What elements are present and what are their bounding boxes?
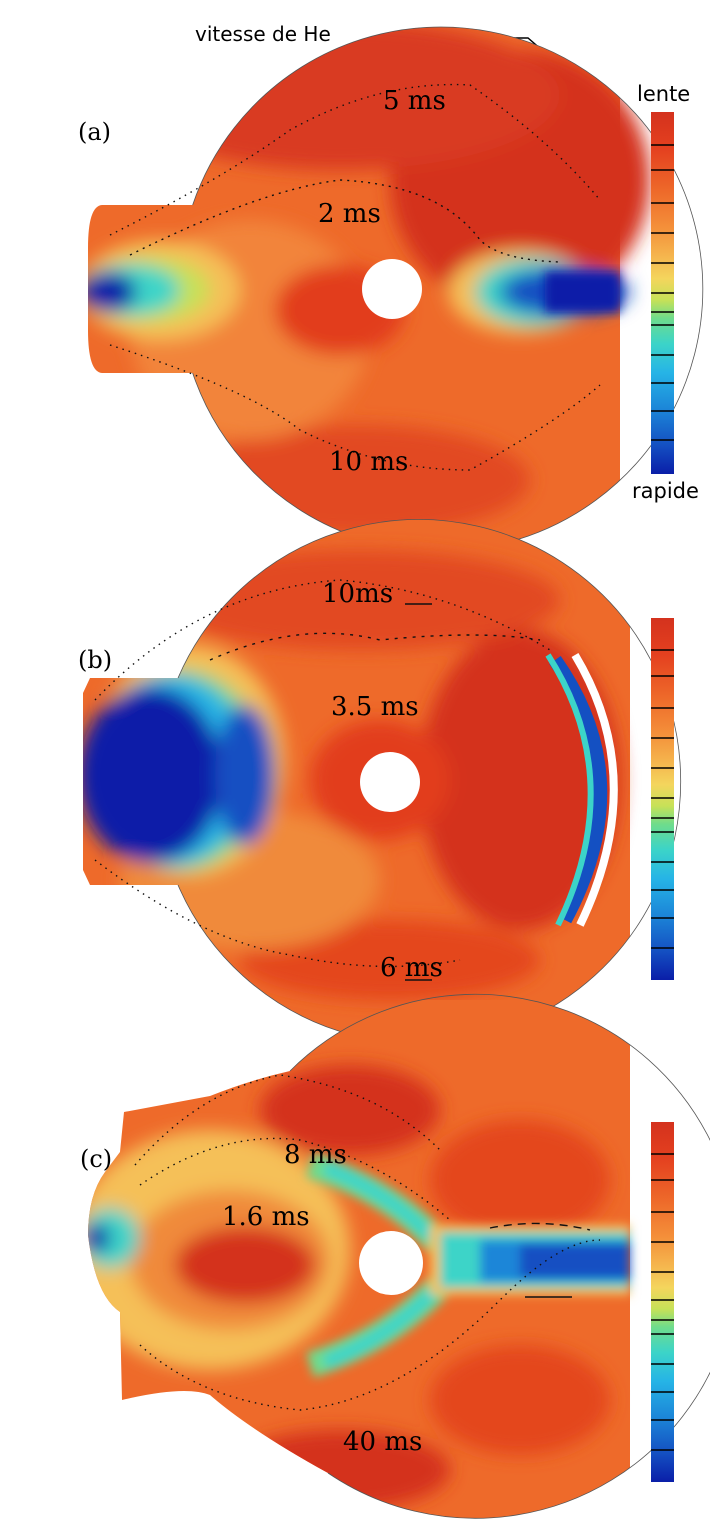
panel-b-time-3: 6 ms <box>380 953 443 983</box>
panel-b-field <box>83 519 630 1044</box>
panel-b-label: (b) <box>78 646 112 674</box>
panel-a: (a) 5 ms 2 ms 10 ms <box>78 26 704 552</box>
colorbar-bottom-label: rapide <box>632 479 699 503</box>
panel-a-label: (a) <box>78 118 111 146</box>
panel-b-obstacle <box>360 752 420 812</box>
colorbar-b <box>651 618 674 980</box>
panel-a-time-2: 2 ms <box>318 199 381 229</box>
colorbar-c <box>651 1122 674 1482</box>
panel-c-time-2: 1.6 ms <box>222 1202 310 1232</box>
panel-b-time-1: 10ms <box>322 579 393 609</box>
panel-a-obstacle <box>362 259 422 319</box>
panel-a-time-3: 10 ms <box>329 447 408 477</box>
panel-c-label: (c) <box>80 1145 112 1173</box>
panel-c-time-3: 40 ms <box>343 1427 422 1457</box>
colorbar-a <box>651 112 674 474</box>
panel-c-obstacle <box>359 1231 423 1295</box>
panel-c: (c) 8 ms 1.6 ms 40 ms <box>80 993 710 1519</box>
panel-b-time-2: 3.5 ms <box>331 692 419 722</box>
panel-c-time-1: 8 ms <box>284 1140 347 1170</box>
header-annotation: vitesse de He <box>195 22 331 46</box>
panel-b: (b) 10ms 3.5 ms 6 ms <box>78 519 682 1044</box>
panel-a-time-1: 5 ms <box>383 86 446 116</box>
colorbar-top-label: lente <box>637 82 690 106</box>
